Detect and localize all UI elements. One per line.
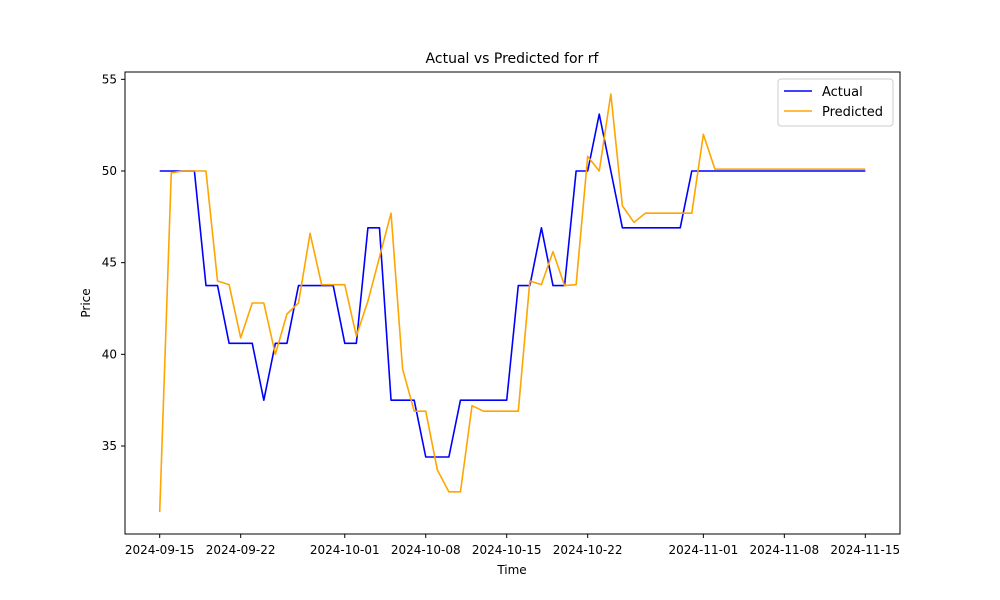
series-line-actual bbox=[159, 113, 866, 458]
y-tick-label: 55 bbox=[102, 72, 117, 86]
x-tick-label: 2024-10-22 bbox=[553, 543, 623, 557]
y-tick-label: 45 bbox=[102, 256, 117, 270]
chart-title: Actual vs Predicted for rf bbox=[426, 51, 600, 67]
axis-ticks: 2024-09-15 2024-09-22 2024-10-01 2024-10-08… bbox=[102, 72, 900, 557]
x-tick-label: 2024-11-01 bbox=[668, 543, 738, 557]
legend-label-predicted: Predicted bbox=[822, 105, 883, 120]
series-lines bbox=[158, 93, 866, 513]
x-axis-label: Time bbox=[496, 563, 526, 577]
x-tick-label: 2024-09-15 bbox=[125, 543, 195, 557]
y-tick-label: 35 bbox=[102, 439, 117, 453]
plot-area bbox=[124, 71, 901, 535]
y-axis-label: Price bbox=[79, 288, 93, 317]
series-line-predicted bbox=[158, 93, 866, 513]
y-tick-label: 50 bbox=[102, 164, 117, 178]
x-tick-label: 2024-11-15 bbox=[830, 543, 900, 557]
y-tick-label: 40 bbox=[102, 347, 117, 361]
legend: Actual Predicted bbox=[777, 78, 894, 127]
x-tick-label: 2024-10-01 bbox=[310, 543, 380, 557]
x-tick-label: 2024-11-08 bbox=[749, 543, 819, 557]
x-tick-label: 2024-09-22 bbox=[206, 543, 276, 557]
x-tick-label: 2024-10-08 bbox=[391, 543, 461, 557]
legend-label-actual: Actual bbox=[822, 85, 863, 100]
x-tick-label: 2024-10-15 bbox=[472, 543, 542, 557]
